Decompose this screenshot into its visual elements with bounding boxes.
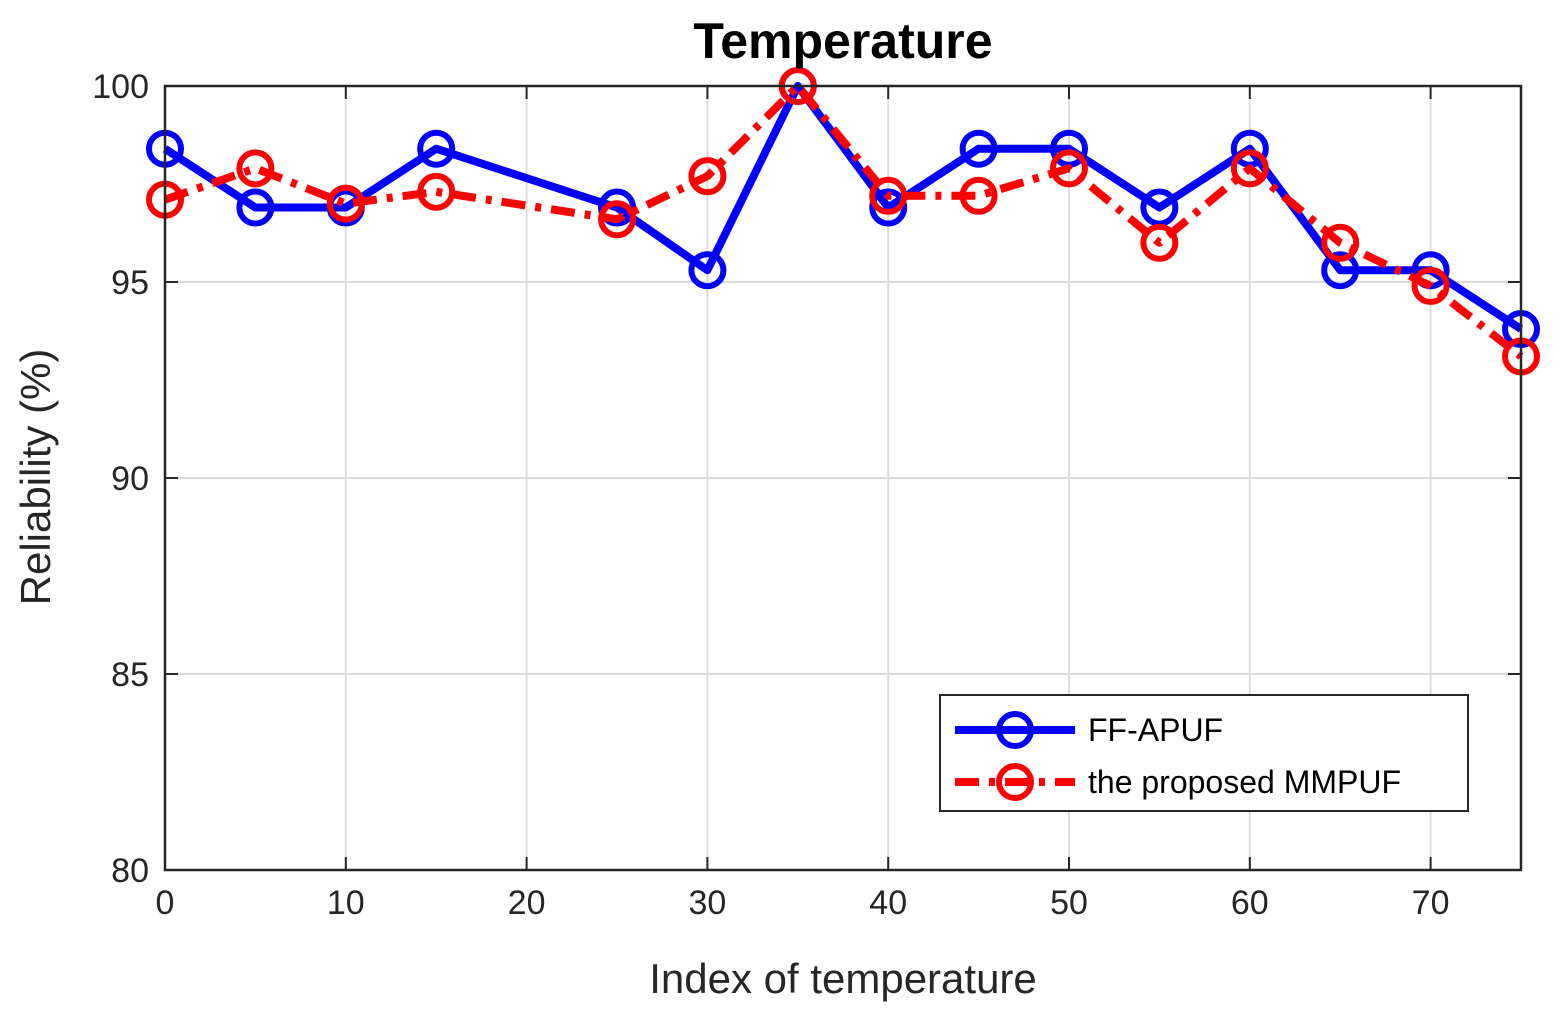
y-axis-label: Reliability (%)	[12, 349, 59, 606]
data-point	[1321, 223, 1360, 262]
y-tick-labels: 80 85 90 95 100	[92, 68, 149, 890]
data-point	[959, 176, 998, 215]
series-mmpuf	[146, 67, 1540, 376]
series-line	[163, 82, 1524, 360]
x-tick-label: 50	[1050, 884, 1088, 922]
legend-marker	[996, 763, 1034, 801]
y-tick-label: 85	[111, 656, 149, 694]
data-point	[598, 200, 636, 239]
data-point	[1411, 266, 1450, 305]
x-tick-label: 0	[156, 884, 175, 922]
data-point	[326, 184, 365, 223]
data-point	[869, 188, 908, 227]
y-tick-label: 100	[92, 68, 149, 106]
data-point	[417, 129, 456, 168]
y-tick-label: 95	[111, 264, 149, 302]
x-tick-label: 40	[869, 884, 907, 922]
legend-label: FF-APUF	[1088, 712, 1223, 748]
y-tick-label: 90	[111, 460, 149, 498]
data-point	[1140, 188, 1179, 227]
data-point	[1230, 149, 1269, 188]
series-line	[162, 82, 1524, 333]
data-point	[236, 149, 275, 188]
series-layer	[146, 67, 1540, 376]
data-point	[417, 172, 456, 211]
y-tick-label: 80	[111, 852, 149, 890]
x-tick-labels: 0 10 20 30 40 50 60 70	[156, 884, 1450, 922]
data-point	[1050, 149, 1088, 188]
data-point	[688, 157, 727, 196]
data-point	[869, 176, 908, 215]
x-axis-label: Index of temperature	[649, 955, 1037, 1002]
data-point	[236, 188, 275, 227]
data-point	[959, 129, 998, 168]
chart-title: Temperature	[693, 13, 992, 69]
x-tick-label: 60	[1231, 884, 1269, 922]
axis-ticks	[164, 85, 1521, 871]
x-tick-label: 10	[327, 884, 365, 922]
legend: FF-APUF the proposed MMPUF	[939, 694, 1469, 812]
data-point	[1140, 223, 1179, 262]
data-point	[688, 251, 727, 290]
legend-marker	[996, 711, 1034, 749]
x-tick-label: 30	[688, 884, 726, 922]
grid-lines	[165, 86, 1521, 870]
x-tick-label: 20	[508, 884, 546, 922]
legend-label: the proposed MMPUF	[1088, 764, 1401, 800]
x-tick-label: 70	[1412, 884, 1450, 922]
data-point	[1321, 251, 1360, 290]
